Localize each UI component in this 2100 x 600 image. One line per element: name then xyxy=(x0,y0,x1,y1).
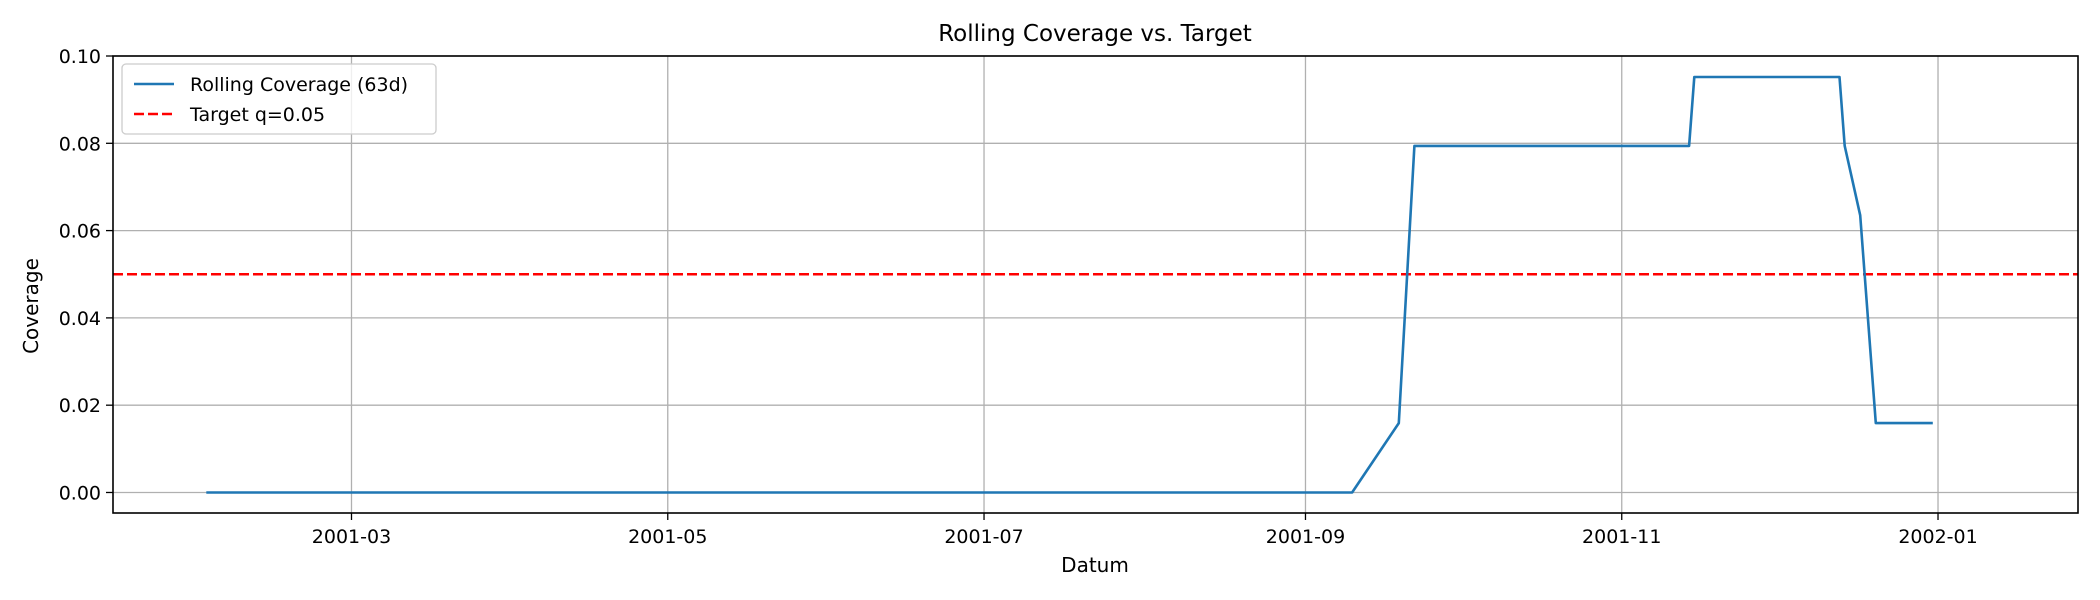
y-tick-label: 0.04 xyxy=(59,308,101,330)
y-tick-label: 0.10 xyxy=(59,46,101,68)
legend-box xyxy=(121,63,437,135)
legend-label-target: Target q=0.05 xyxy=(189,104,325,126)
series-layer xyxy=(206,75,1933,494)
x-tick-label: 2001-11 xyxy=(1582,526,1661,548)
y-tick-label: 0.08 xyxy=(59,133,101,155)
tick-layer: 2001-03 2001-05 2001-07 2001-09 2001-11 2002-… xyxy=(59,46,1978,548)
chart-title: Rolling Coverage vs. Target xyxy=(938,21,1252,47)
y-tick-label: 0.02 xyxy=(59,395,101,417)
y-axis-label: Coverage xyxy=(19,258,43,354)
x-tick-label: 2001-07 xyxy=(944,526,1023,548)
x-tick-label: 2002-01 xyxy=(1898,526,1977,548)
legend: Rolling Coverage (63d) Target q=0.05 xyxy=(121,63,437,135)
plot-frame xyxy=(112,55,2079,514)
y-tick-label: 0.06 xyxy=(59,221,101,243)
y-tick-label: 0.00 xyxy=(59,482,101,504)
x-axis-label: Datum xyxy=(1061,553,1129,577)
x-tick-label: 2001-09 xyxy=(1266,526,1345,548)
x-tick-label: 2001-03 xyxy=(312,526,391,548)
rolling-coverage-line xyxy=(206,75,1933,494)
x-tick-label: 2001-05 xyxy=(628,526,707,548)
legend-label-rolling-coverage: Rolling Coverage (63d) xyxy=(190,74,408,96)
